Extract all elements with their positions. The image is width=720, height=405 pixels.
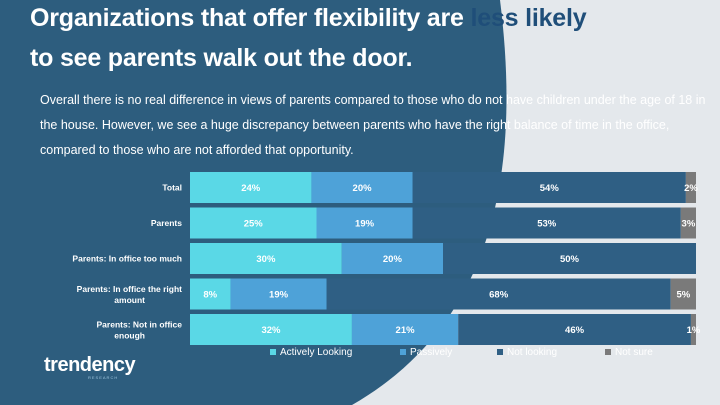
legend-label: Passively: [410, 347, 452, 358]
bar-segment: [351, 314, 459, 345]
bar-segment: [685, 172, 696, 203]
bar-segment: [670, 278, 696, 310]
bar-segment: [412, 207, 681, 239]
category-label-line: amount: [114, 295, 145, 305]
category-label-line: enough: [114, 331, 145, 341]
title-line-2: to see parents walk out the door.: [30, 44, 413, 72]
data-label: 1%: [687, 325, 701, 336]
category-label-line: Parents: In office the right: [77, 284, 182, 294]
bar-segment: [190, 207, 317, 239]
legend-label: Actively Looking: [280, 347, 352, 358]
category-label-line: Total: [162, 183, 182, 193]
bar-segment: [443, 243, 696, 274]
data-label: 2%: [684, 183, 698, 194]
bar-segment: [230, 278, 327, 310]
data-label: 19%: [269, 290, 289, 301]
bar-segment: [190, 278, 231, 310]
data-label: 21%: [396, 325, 416, 336]
data-label: 3%: [682, 219, 696, 230]
bar-segment: [341, 243, 443, 274]
category-label-line: Parents: Not in office: [97, 320, 183, 330]
data-label: 50%: [560, 254, 580, 265]
bar-segment: [680, 207, 696, 239]
data-label: 32%: [261, 325, 281, 336]
legend-swatch: [270, 349, 276, 355]
legend-swatch: [605, 349, 611, 355]
data-label: 53%: [537, 219, 557, 230]
bar-segment: [412, 172, 686, 203]
category-label: Parents: In office the right amount: [77, 284, 182, 305]
title-line-1: Organizations that offer flexibility are…: [30, 4, 587, 33]
bar-segment: [190, 314, 352, 345]
bar-segment: [326, 278, 671, 310]
category-label-line: Parents: In office too much: [72, 254, 182, 264]
bar-segment: [458, 314, 691, 345]
category-label: Parents: [151, 218, 182, 228]
data-label: 30%: [256, 254, 276, 265]
stacked-bar-chart: Total 24% 20% 54% 2% Parents 25% 19% 53% 3% Parent…: [72, 172, 701, 358]
bar-segment: [190, 243, 342, 274]
data-label: 24%: [241, 183, 261, 194]
data-label: 54%: [540, 183, 560, 194]
data-label: 68%: [489, 290, 509, 301]
bar-segment: [311, 172, 413, 203]
data-label: 8%: [203, 290, 217, 301]
bar-segment: [190, 172, 312, 203]
subtitle: Overall there is no real difference in v…: [40, 93, 706, 157]
title-part: Organizations that offer flexibility are: [30, 4, 471, 32]
data-label: 19%: [355, 219, 375, 230]
category-label: Parents: In office too much: [72, 254, 182, 264]
legend-label: Not looking: [507, 347, 557, 358]
category-label-line: Parents: [151, 218, 182, 228]
legend-label: Not sure: [615, 347, 653, 358]
data-label: 20%: [353, 183, 373, 194]
category-label: Parents: Not in office enough: [97, 320, 183, 341]
title-highlight: less likely: [470, 4, 587, 32]
category-label: Total: [162, 183, 182, 193]
trendency-logo: trendency: [44, 354, 136, 376]
bar-segment: [316, 207, 413, 239]
trendency-logo-subtext: RESEARCH: [88, 375, 119, 380]
legend-swatch: [400, 349, 406, 355]
data-label: 25%: [244, 219, 264, 230]
data-label: 46%: [565, 325, 585, 336]
legend-swatch: [497, 349, 503, 355]
data-label: 20%: [383, 254, 403, 265]
bar-segment: [690, 314, 696, 345]
data-label: 5%: [676, 290, 690, 301]
